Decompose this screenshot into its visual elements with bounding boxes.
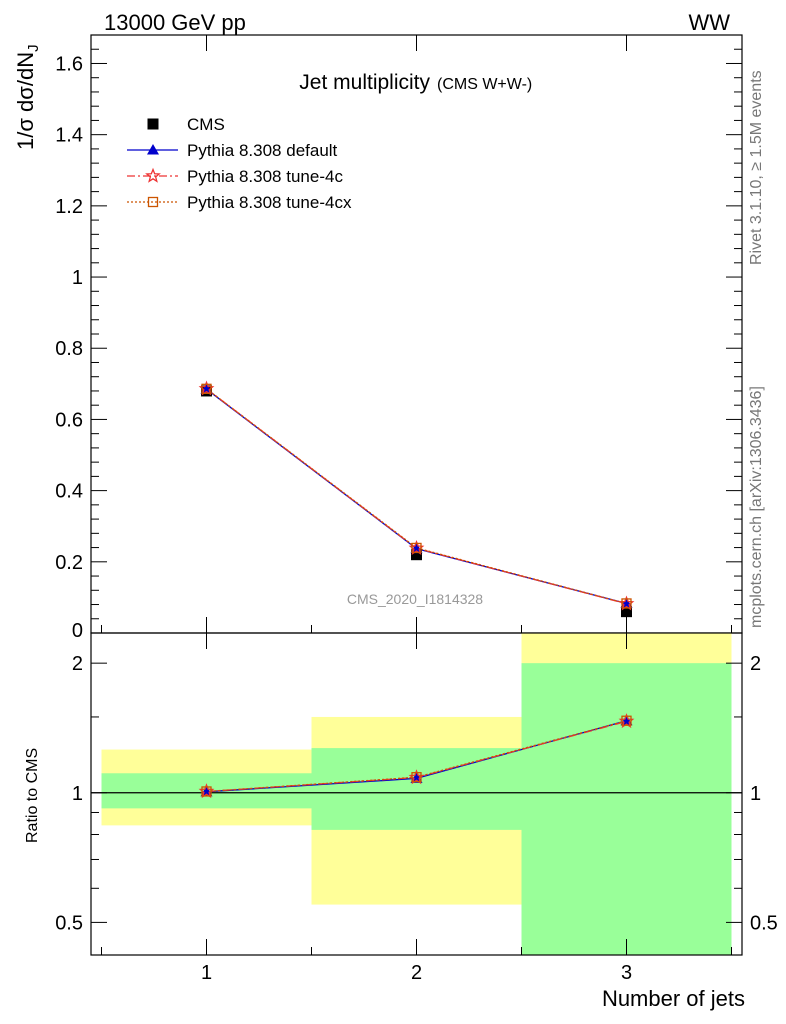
ratio-y-tick-label-left: 0.5 bbox=[55, 912, 83, 934]
y-axis-label-text: 1/σ dσ/dN bbox=[13, 52, 38, 150]
cms-data-point bbox=[621, 606, 632, 618]
x-tick-label: 2 bbox=[411, 962, 422, 984]
ratio-series-marker bbox=[621, 715, 632, 726]
ratio-plot-frame bbox=[90, 632, 743, 956]
ratio-y-tick-label-left: 1 bbox=[72, 783, 83, 805]
legend-marker bbox=[147, 196, 159, 208]
process-label: WW bbox=[688, 10, 730, 35]
plot-subtitle: (CMS W+W-) bbox=[437, 76, 532, 93]
legend-entry-label: Pythia 8.308 tune-4c bbox=[187, 167, 343, 186]
plot-title: Jet multiplicity bbox=[299, 71, 430, 94]
main-y-tick-label: 1.6 bbox=[55, 53, 83, 75]
main-y-zero-label: 0 bbox=[72, 620, 83, 642]
main-panel: 0.2 0.4 0.6 0.8 1 1.2 1.4 1.6 0 Jet multiplicity… bbox=[13, 34, 743, 642]
legend-entry-label: Pythia 8.308 default bbox=[187, 141, 338, 160]
ratio-y-tick-label-right: 1 bbox=[750, 783, 761, 805]
legend-marker bbox=[147, 144, 159, 155]
ratio-y-tick-label-left: 2 bbox=[72, 653, 83, 675]
legend-marker bbox=[147, 118, 159, 130]
ratio-stat-band bbox=[521, 663, 732, 955]
main-series-marker bbox=[621, 598, 632, 609]
x-tick-label: 1 bbox=[201, 962, 212, 984]
ratio-axis-ticks: 0.5 0.5 1 1 2 2 1 2 3 bbox=[55, 625, 778, 984]
main-y-tick-label: 1.2 bbox=[55, 196, 83, 218]
rivet-label: Rivet 3.1.10, ≥ 1.5M events bbox=[748, 70, 765, 265]
main-series-line bbox=[206, 388, 627, 605]
main-y-tick-label: 0.8 bbox=[55, 338, 83, 360]
main-axis-ticks: 0.2 0.4 0.6 0.8 1 1.2 1.4 1.6 0 bbox=[55, 35, 742, 642]
main-series-marker bbox=[201, 383, 212, 394]
ratio-panel: 0.5 0.5 1 1 2 2 1 2 3 Ratio to CMS Number of jet… bbox=[24, 625, 778, 1011]
main-y-tick-label: 0.2 bbox=[55, 552, 83, 574]
cms-data-point bbox=[411, 549, 422, 561]
mcplots-label: mcplots.cern.ch [arXiv:1306.3436] bbox=[748, 386, 765, 628]
main-series-line bbox=[206, 388, 627, 605]
main-y-tick-label: 0.6 bbox=[55, 409, 83, 431]
analysis-watermark: CMS_2020_I1814328 bbox=[347, 591, 483, 607]
ratio-uncertainty-bands bbox=[101, 633, 732, 955]
main-series-line bbox=[206, 388, 627, 605]
ratio-series-marker bbox=[411, 772, 422, 783]
main-y-tick-label: 0.4 bbox=[55, 481, 83, 503]
legend-entry-label: Pythia 8.308 tune-4cx bbox=[187, 193, 352, 212]
x-tick-label: 3 bbox=[621, 962, 632, 984]
main-y-axis-label: 1/σ dσ/dNJ bbox=[13, 44, 42, 150]
ratio-series-layer bbox=[198, 713, 635, 799]
ratio-stat-band bbox=[311, 748, 522, 830]
main-series-layer bbox=[198, 380, 635, 618]
energy-label: 13000 GeV pp bbox=[104, 10, 246, 35]
legend-entry-label: CMS bbox=[187, 115, 225, 134]
x-axis-label: Number of jets bbox=[602, 986, 745, 1011]
legend-marker bbox=[145, 167, 161, 183]
main-y-tick-label: 1 bbox=[72, 267, 83, 289]
main-y-tick-label: 1.4 bbox=[55, 125, 83, 147]
ratio-series-marker bbox=[201, 786, 212, 797]
ratio-y-axis-label: Ratio to CMS bbox=[24, 748, 41, 843]
main-series-marker bbox=[411, 542, 422, 554]
y-axis-label-subscript: J bbox=[25, 44, 42, 52]
legend: CMS Pythia 8.308 default Pythia 8.308 tune… bbox=[127, 115, 352, 212]
ratio-y-tick-label-right: 0.5 bbox=[750, 912, 778, 934]
ratio-y-tick-label-right: 2 bbox=[750, 653, 761, 675]
